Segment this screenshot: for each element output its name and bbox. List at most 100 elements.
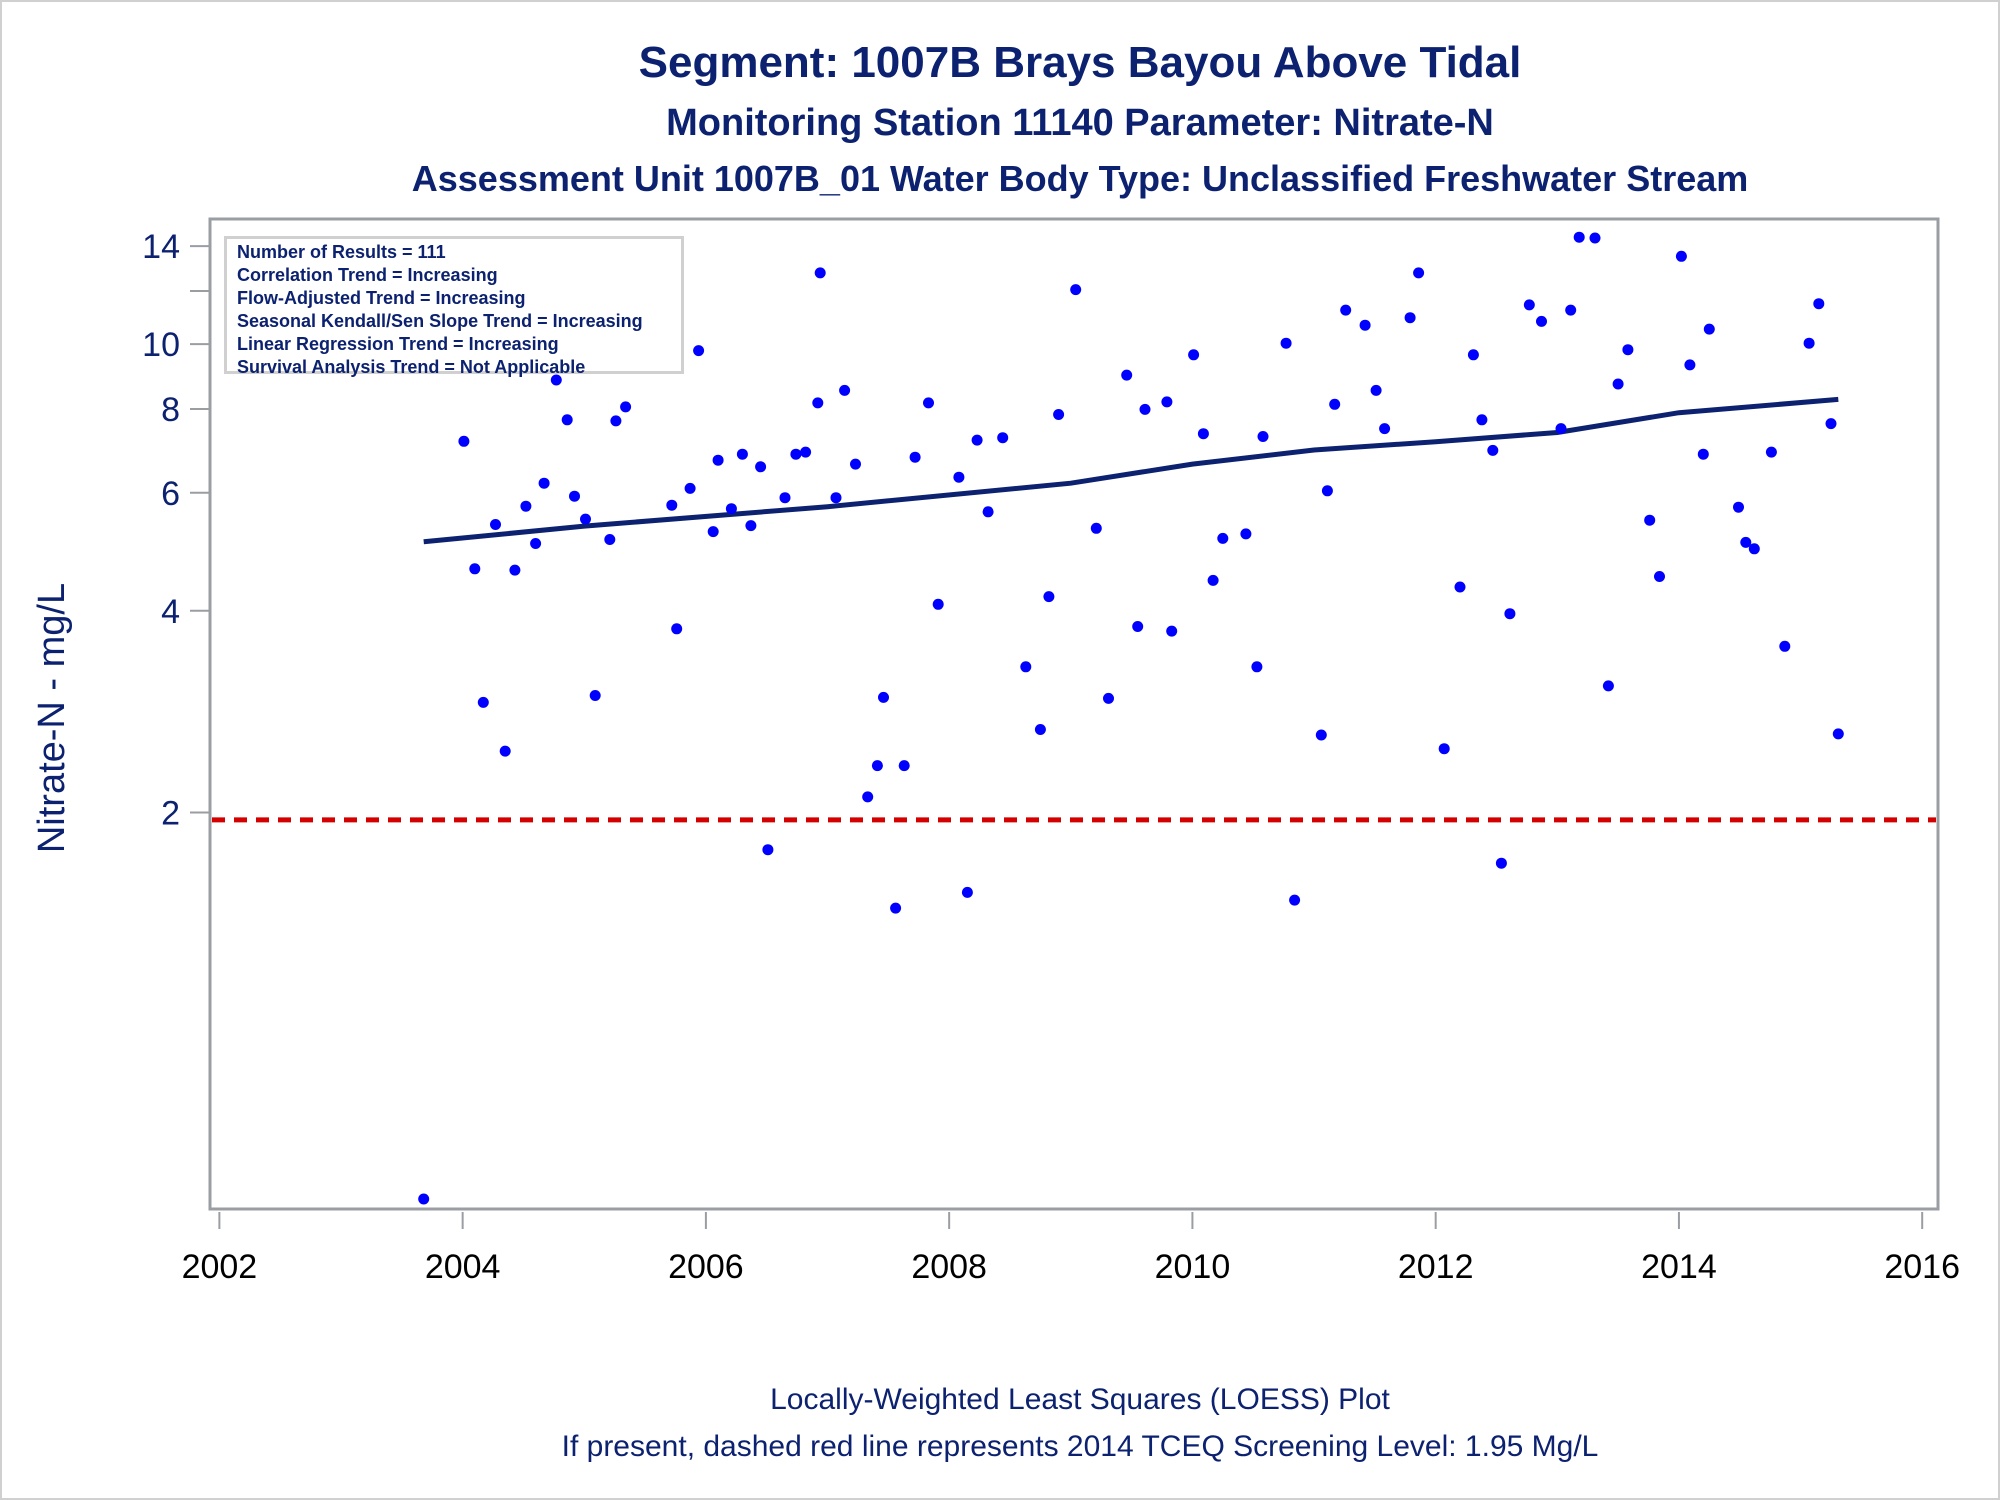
data-point — [982, 506, 994, 518]
y-tick-label: 14 — [142, 228, 180, 266]
data-point — [871, 760, 883, 772]
data-point — [458, 435, 470, 447]
data-point — [1121, 369, 1133, 381]
data-point — [1654, 571, 1665, 582]
data-point — [580, 513, 591, 525]
data-point — [1321, 485, 1333, 497]
data-point — [1487, 444, 1499, 456]
legend-line-seasonal-kendall: Seasonal Kendall/Sen Slope Trend = Incre… — [237, 311, 643, 331]
data-point — [1697, 448, 1709, 460]
data-point — [1779, 640, 1791, 652]
data-point — [1103, 692, 1114, 704]
data-point — [666, 499, 678, 511]
data-point — [1536, 315, 1547, 327]
data-point — [1765, 446, 1777, 458]
y-tick-label: 10 — [142, 326, 180, 364]
data-point — [604, 534, 616, 545]
data-point — [550, 374, 562, 386]
y-tick-label: 4 — [161, 593, 180, 631]
data-point — [1523, 299, 1535, 311]
x-tick-label: 2006 — [668, 1248, 744, 1286]
data-point — [1476, 414, 1488, 426]
data-point — [812, 397, 824, 409]
data-point — [1703, 323, 1715, 335]
loess-line — [423, 396, 1839, 545]
trend-summary-box: Number of Results = 111 Correlation Tren… — [224, 236, 684, 377]
data-point — [1280, 337, 1292, 349]
data-point — [909, 451, 921, 463]
data-point — [1053, 409, 1065, 420]
data-point — [1139, 403, 1151, 415]
data-points — [418, 231, 1844, 1205]
data-point — [1438, 743, 1450, 755]
x-tick-label: 2016 — [1884, 1248, 1960, 1286]
data-point — [1359, 319, 1371, 331]
chart-subtitle: Monitoring Station 11140 Parameter: Nitr… — [666, 102, 1494, 144]
data-point — [898, 760, 910, 772]
data-point — [1602, 680, 1614, 692]
data-point — [569, 490, 580, 502]
data-point — [671, 623, 683, 635]
chart-subtitle-2: Assessment Unit 1007B_01 Water Body Type… — [411, 158, 1749, 199]
data-point — [1504, 608, 1516, 620]
legend-line-survival: Survival Analysis Trend = Not Applicable — [237, 357, 586, 377]
x-tick-label: 2010 — [1155, 1248, 1231, 1286]
data-point — [499, 745, 511, 757]
data-point — [953, 471, 965, 483]
data-point — [1555, 423, 1567, 435]
data-point — [1803, 337, 1815, 349]
x-tick-label: 2004 — [425, 1248, 501, 1286]
data-point — [1467, 349, 1479, 361]
data-point — [1740, 536, 1752, 548]
data-point — [1132, 621, 1144, 632]
data-point — [997, 432, 1009, 444]
data-point — [610, 415, 622, 427]
data-point — [520, 500, 532, 512]
data-point — [1240, 528, 1252, 540]
data-point — [1733, 501, 1744, 513]
data-point — [1257, 431, 1269, 442]
data-point — [1020, 661, 1032, 673]
data-point — [1832, 728, 1844, 740]
x-axis: 2002 2004 2006 2008 2010 2012 2014 2016 — [182, 1212, 1960, 1286]
data-point — [1684, 359, 1696, 371]
y-tick-label: 8 — [161, 391, 180, 429]
data-point — [1404, 312, 1416, 324]
data-point — [418, 1193, 430, 1205]
data-point — [755, 461, 767, 473]
data-point — [1289, 894, 1301, 906]
data-point — [538, 477, 550, 489]
data-point — [1329, 398, 1341, 410]
x-tick-label: 2014 — [1641, 1248, 1717, 1286]
legend-line-flow-adjusted: Flow-Adjusted Trend = Increasing — [237, 288, 526, 308]
data-point — [1813, 298, 1825, 310]
x-tick-label: 2012 — [1398, 1248, 1474, 1286]
legend-line-correlation: Correlation Trend = Increasing — [237, 265, 498, 285]
data-point — [779, 492, 791, 504]
data-point — [1825, 418, 1837, 430]
footnote-screening-level: If present, dashed red line represents 2… — [561, 1430, 1599, 1463]
data-point — [1644, 514, 1656, 526]
data-point — [736, 448, 748, 460]
data-point — [1565, 304, 1577, 316]
y-tick-label: 6 — [161, 475, 180, 513]
data-point — [745, 520, 757, 532]
data-point — [1495, 857, 1507, 869]
data-point — [1340, 304, 1352, 316]
data-point — [830, 492, 842, 504]
data-point — [971, 434, 983, 446]
data-point — [1207, 574, 1219, 586]
data-point — [839, 384, 851, 396]
data-point — [589, 690, 601, 701]
data-point — [561, 414, 573, 426]
y-tick-label: 2 — [161, 795, 180, 833]
data-point — [1589, 232, 1601, 244]
data-point — [620, 401, 632, 413]
data-point — [961, 886, 973, 898]
data-point — [1217, 532, 1229, 544]
data-point — [469, 563, 481, 575]
data-point — [712, 454, 724, 466]
legend-line-results: Number of Results = 111 — [237, 242, 446, 262]
data-point — [923, 397, 934, 409]
